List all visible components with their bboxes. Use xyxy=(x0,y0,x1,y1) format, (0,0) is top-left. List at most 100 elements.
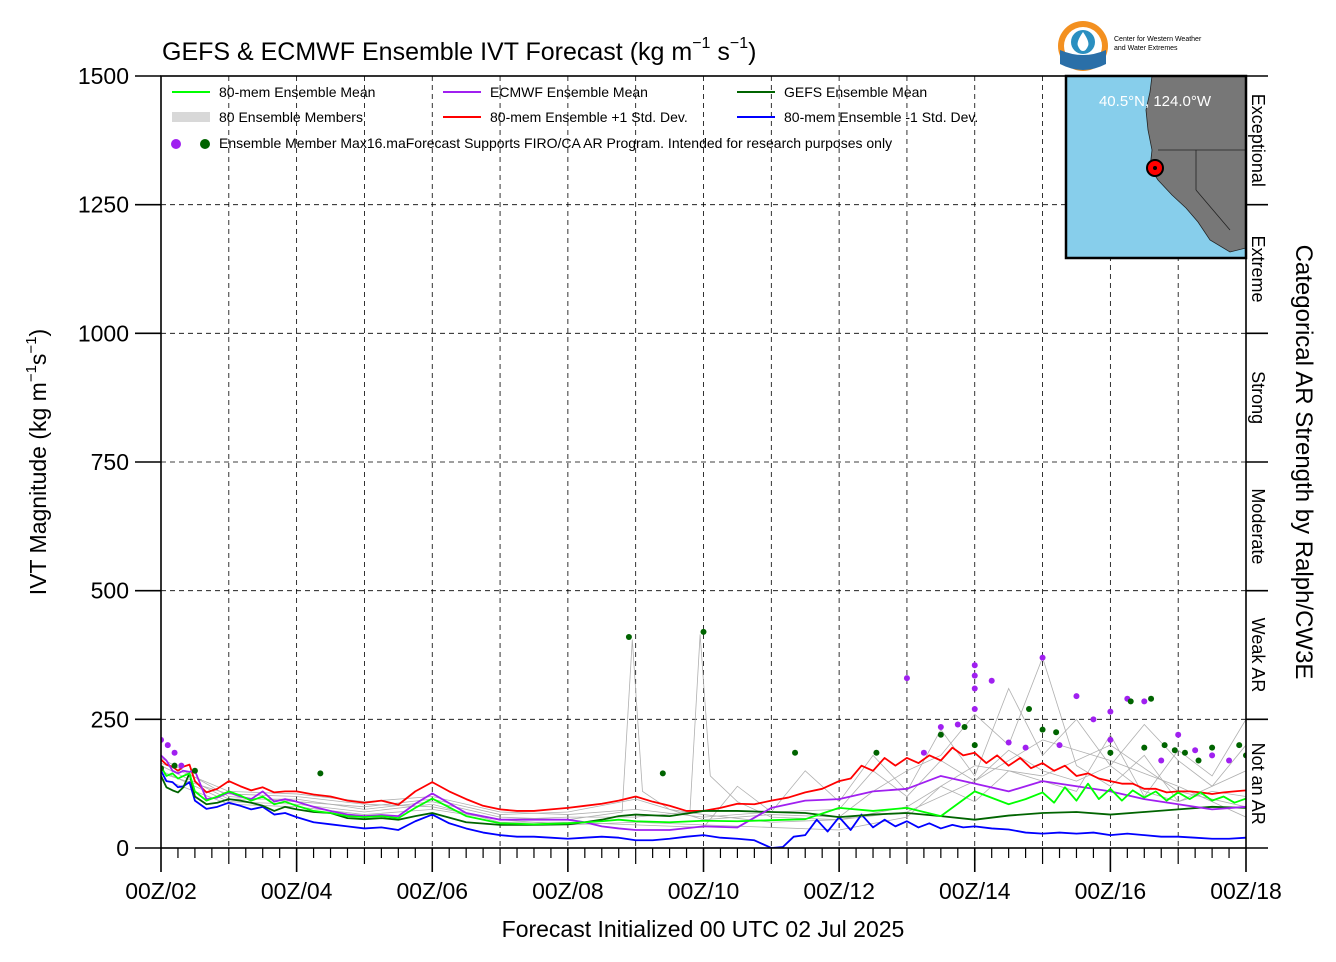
marker-ensemble-member-max-gefs-23 xyxy=(1209,744,1216,751)
marker-ensemble-member-max-gefs-24 xyxy=(1236,742,1243,749)
marker-ensemble-member-max-ecmwf-18 xyxy=(1090,716,1097,723)
line-80-mem-ensemble-1-std-dev xyxy=(161,746,1246,812)
legend-label-minus-std: 80-mem Ensemble -1 Std. Dev. xyxy=(784,109,978,125)
category-label-extreme: Extreme xyxy=(1248,235,1268,302)
marker-ensemble-member-max-ecmwf-16 xyxy=(1056,742,1063,749)
category-axis-label: Categorical AR Strength by Ralph/CW3E xyxy=(1290,245,1317,680)
marker-ensemble-member-max-gefs-4 xyxy=(625,633,632,640)
marker-ensemble-member-max-ecmwf-27 xyxy=(1226,757,1233,764)
y-tick-label-1500: 1500 xyxy=(78,63,129,89)
x-tick-label-16: 00Z/18 xyxy=(1210,878,1282,904)
legend-label-gefs-mean: GEFS Ensemble Mean xyxy=(784,84,927,100)
marker-ensemble-member-max-ecmwf-25 xyxy=(1192,747,1199,754)
y-tick-label-500: 500 xyxy=(91,578,129,604)
marker-ensemble-member-max-ecmwf-12 xyxy=(988,677,995,684)
category-label-exceptional: Exceptional xyxy=(1248,94,1268,187)
marker-ensemble-member-max-gefs-2 xyxy=(191,767,198,774)
legend: 80-mem Ensemble Mean ECMWF Ensemble Mean… xyxy=(171,84,978,151)
x-tick-label-2: 00Z/04 xyxy=(261,878,333,904)
map-location-label: 40.5°N, 124.0°W xyxy=(1099,93,1212,110)
marker-ensemble-member-max-gefs-3 xyxy=(317,770,324,777)
x-tick-label-14: 00Z/16 xyxy=(1075,878,1147,904)
marker-ensemble-member-max-gefs-22 xyxy=(1195,757,1202,764)
x-tick-label-4: 00Z/06 xyxy=(396,878,468,904)
marker-ensemble-member-max-ecmwf-13 xyxy=(1005,739,1012,746)
marker-ensemble-member-max-gefs-6 xyxy=(700,628,707,635)
marker-ensemble-member-max-ecmwf-15 xyxy=(1039,654,1046,661)
marker-ensemble-member-max-ecmwf-17 xyxy=(1073,693,1080,700)
ensemble-member-e xyxy=(161,719,1246,831)
marker-ensemble-member-max-gefs-11 xyxy=(971,742,978,749)
category-label-moderate: Moderate xyxy=(1248,488,1268,564)
marker-ensemble-member-max-gefs-10 xyxy=(961,724,968,731)
marker-ensemble-member-max-ecmwf-1 xyxy=(164,742,171,749)
category-label-strong: Strong xyxy=(1248,371,1268,424)
y-tick-label-250: 250 xyxy=(91,706,129,732)
marker-ensemble-member-max-ecmwf-14 xyxy=(1022,744,1029,751)
marker-ensemble-member-max-ecmwf-2 xyxy=(171,749,178,756)
x-axis: 00Z/02 00Z/04 00Z/06 00Z/08 00Z/10 00Z/12 00Z/… xyxy=(125,848,1282,904)
marker-ensemble-member-max-gefs-12 xyxy=(1026,706,1032,713)
marker-ensemble-member-max-gefs-13 xyxy=(1039,726,1046,733)
marker-ensemble-member-max-ecmwf-5 xyxy=(920,749,927,756)
category-label-weak-ar: Weak AR xyxy=(1248,618,1268,693)
y-tick-label-1250: 1250 xyxy=(78,192,129,218)
category-axis: Not an AR Weak AR Moderate Strong Extreme Exc… xyxy=(1246,75,1268,849)
location-map-inset: 40.5°N, 124.0°W xyxy=(1064,74,1248,260)
ensemble-member-b xyxy=(161,634,1246,821)
legend-swatch-members xyxy=(172,112,210,122)
marker-ensemble-member-max-gefs-5 xyxy=(659,770,666,777)
line-gefs-ensemble-mean xyxy=(161,772,1246,826)
marker-ensemble-member-max-gefs-20 xyxy=(1171,747,1178,754)
series-lines xyxy=(161,746,1246,848)
grid-lines xyxy=(161,76,1246,848)
line-ecmwf-ensemble-mean xyxy=(161,754,1246,831)
marker-ensemble-member-max-ecmwf-9 xyxy=(971,672,978,679)
marker-ensemble-member-max-gefs-17 xyxy=(1141,744,1148,751)
marker-ensemble-member-max-ecmwf-20 xyxy=(1107,736,1114,743)
marker-ensemble-member-max-gefs-14 xyxy=(1053,729,1060,736)
marker-ensemble-member-max-ecmwf-7 xyxy=(954,721,961,728)
logo-text-line-2: and Water Extremes xyxy=(1114,45,1178,52)
marker-ensemble-member-max-ecmwf-22 xyxy=(1141,698,1148,705)
legend-label-ensemble-mean: 80-mem Ensemble Mean xyxy=(219,84,375,100)
marker-ensemble-member-max-ecmwf-24 xyxy=(1175,731,1182,738)
marker-ensemble-member-max-gefs-16 xyxy=(1127,698,1134,705)
marker-ensemble-member-max-gefs-18 xyxy=(1148,695,1155,702)
marker-ensemble-member-max-gefs-1 xyxy=(171,762,178,769)
x-tick-label-10: 00Z/12 xyxy=(803,878,875,904)
legend-label-member-max: Ensemble Member Max16.maForecast Support… xyxy=(219,135,892,151)
line-80-mem-ensemble-1-std-dev xyxy=(161,770,1246,848)
y-axis-label: IVT Magnitude (kg m−1s−1) xyxy=(23,329,51,595)
marker-ensemble-member-max-gefs-19 xyxy=(1161,742,1168,749)
y-tick-label-750: 750 xyxy=(91,449,129,475)
y-axis: 0 250 500 750 1000 1250 1500 xyxy=(78,63,161,861)
marker-ensemble-member-max-gefs-8 xyxy=(873,749,880,756)
marker-ensemble-member-max-ecmwf-26 xyxy=(1209,752,1216,759)
marker-ensemble-member-max-ecmwf-8 xyxy=(971,662,978,669)
legend-label-plus-std: 80-mem Ensemble +1 Std. Dev. xyxy=(490,109,688,125)
legend-label-members: 80 Ensemble Members xyxy=(219,109,363,125)
line-80-mem-ensemble-mean xyxy=(161,766,1246,826)
x-tick-label-0: 00Z/02 xyxy=(125,878,197,904)
logo-text-line-1: Center for Western Weather xyxy=(1114,36,1202,43)
water-drop-icon xyxy=(1077,32,1089,51)
marker-ensemble-member-max-ecmwf-3 xyxy=(178,762,185,769)
x-tick-label-6: 00Z/08 xyxy=(532,878,604,904)
marker-ensemble-member-max-gefs-21 xyxy=(1181,749,1188,756)
marker-ensemble-member-max-gefs-9 xyxy=(937,731,944,738)
y-tick-label-0: 0 xyxy=(116,835,129,861)
chart-title: GEFS & ECMWF Ensemble IVT Forecast (kg m… xyxy=(162,35,756,66)
marker-ensemble-member-max-ecmwf-19 xyxy=(1107,708,1114,715)
cw3e-logo: Center for Western Weather and Water Ext… xyxy=(1058,21,1202,71)
marker-ensemble-member-max-ecmwf-4 xyxy=(903,675,910,682)
x-tick-label-12: 00Z/14 xyxy=(939,878,1011,904)
marker-ensemble-member-max-ecmwf-6 xyxy=(937,724,944,731)
marker-ensemble-member-max-gefs-7 xyxy=(792,749,799,756)
legend-dot-ecmwf-max xyxy=(171,139,181,149)
marker-ensemble-member-max-ecmwf-10 xyxy=(971,685,978,692)
legend-label-ecmwf-mean: ECMWF Ensemble Mean xyxy=(490,84,648,100)
x-axis-label: Forecast Initialized 00 UTC 02 Jul 2025 xyxy=(502,916,905,942)
marker-ensemble-member-max-gefs-15 xyxy=(1107,749,1114,756)
